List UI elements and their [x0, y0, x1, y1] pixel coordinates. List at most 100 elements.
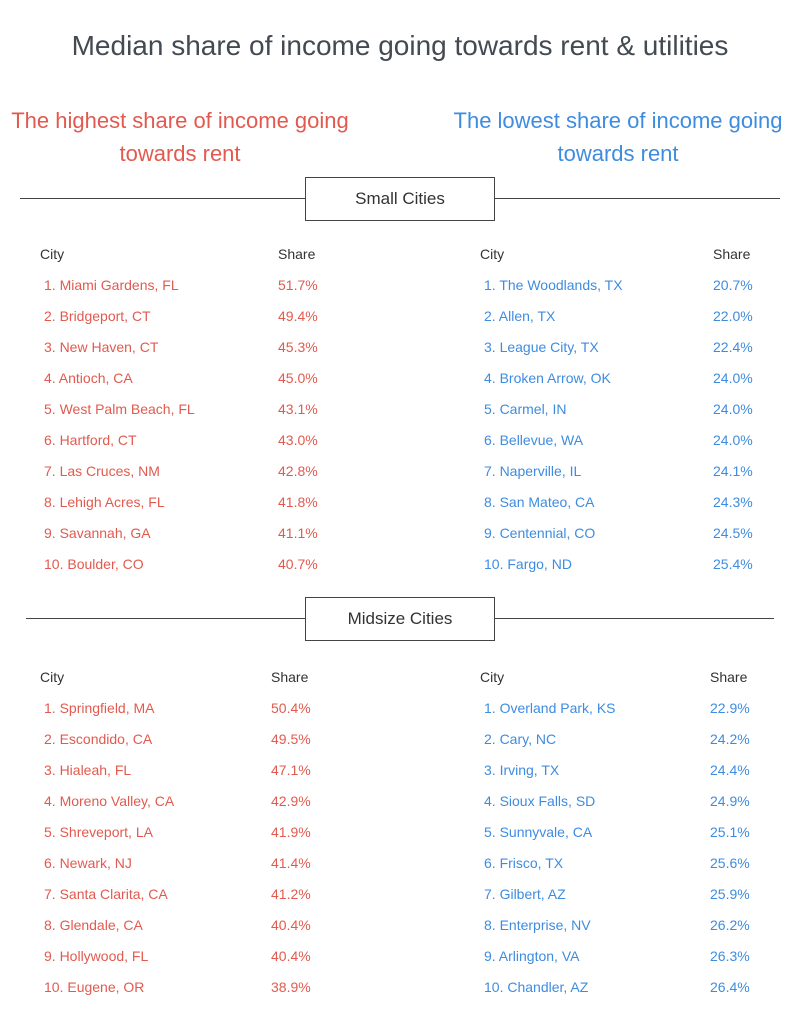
city-cell: 1. The Woodlands, TX: [484, 276, 623, 293]
table-row: 4. Broken Arrow, OK 24.0%: [480, 362, 770, 393]
city-cell: 4. Moreno Valley, CA: [44, 792, 175, 809]
share-cell: 40.4%: [271, 947, 311, 964]
city-cell: 8. San Mateo, CA: [484, 493, 595, 510]
city-cell: 7. Las Cruces, NM: [44, 462, 160, 479]
city-cell: 5. Carmel, IN: [484, 400, 567, 417]
section-divider-right: [494, 618, 774, 619]
city-cell: 1. Springfield, MA: [44, 699, 155, 716]
table-row: 5. Sunnyvale, CA 25.1%: [480, 816, 770, 847]
section-divider-left: [20, 198, 306, 199]
city-cell: 4. Broken Arrow, OK: [484, 369, 611, 386]
share-cell: 42.9%: [271, 792, 311, 809]
city-cell: 3. Irving, TX: [484, 761, 560, 778]
table-row: 6. Hartford, CT 43.0%: [40, 424, 340, 455]
city-cell: 9. Savannah, GA: [44, 524, 151, 541]
share-cell: 38.9%: [271, 978, 311, 995]
share-cell: 50.4%: [271, 699, 311, 716]
table-row: 8. San Mateo, CA 24.3%: [480, 486, 770, 517]
share-cell: 41.4%: [271, 854, 311, 871]
city-cell: 2. Escondido, CA: [44, 730, 153, 747]
share-cell: 24.5%: [713, 524, 753, 541]
share-cell: 24.9%: [710, 792, 750, 809]
share-header: Share: [710, 668, 748, 685]
share-cell: 24.4%: [710, 761, 750, 778]
city-cell: 3. New Haven, CT: [44, 338, 159, 355]
city-cell: 7. Naperville, IL: [484, 462, 582, 479]
city-cell: 2. Cary, NC: [484, 730, 557, 747]
city-cell: 7. Santa Clarita, CA: [44, 885, 168, 902]
city-cell: 9. Arlington, VA: [484, 947, 580, 964]
city-header: City: [480, 245, 505, 262]
share-header: Share: [278, 245, 316, 262]
share-cell: 25.4%: [713, 555, 753, 572]
city-cell: 2. Bridgeport, CT: [44, 307, 151, 324]
share-cell: 24.3%: [713, 493, 753, 510]
page-title: Median share of income going towards ren…: [71, 30, 729, 61]
table-row: 5. West Palm Beach, FL 43.1%: [40, 393, 340, 424]
share-cell: 42.8%: [278, 462, 318, 479]
city-cell: 3. Hialeah, FL: [44, 761, 132, 778]
table-row: 8. Glendale, CA 40.4%: [40, 909, 340, 940]
share-cell: 25.6%: [710, 854, 750, 871]
share-cell: 26.3%: [710, 947, 750, 964]
share-cell: 24.1%: [713, 462, 753, 479]
midsize-cities-highest-table: City Share 1. Springfield, MA 50.4% 2. Esc…: [40, 661, 340, 1002]
city-cell: 6. Hartford, CT: [44, 431, 137, 448]
midsize-cities-lowest-table: City Share 1. Overland Park, KS 22.9% 2. C…: [480, 661, 770, 1002]
share-cell: 41.9%: [271, 823, 311, 840]
table-row: 2. Cary, NC 24.2%: [480, 723, 770, 754]
city-cell: 8. Lehigh Acres, FL: [44, 493, 165, 510]
share-cell: 22.9%: [710, 699, 750, 716]
table-row: 1. Springfield, MA 50.4%: [40, 692, 340, 723]
table-row: 3. Hialeah, FL 47.1%: [40, 754, 340, 785]
city-cell: 1. Overland Park, KS: [484, 699, 616, 716]
city-cell: 8. Enterprise, NV: [484, 916, 591, 933]
table-row: 1. Miami Gardens, FL 51.7%: [40, 269, 340, 300]
table-row: 6. Bellevue, WA 24.0%: [480, 424, 770, 455]
table-row: 7. Santa Clarita, CA 41.2%: [40, 878, 340, 909]
share-cell: 41.2%: [271, 885, 311, 902]
share-cell: 45.3%: [278, 338, 318, 355]
small-cities-lowest-table: City Share 1. The Woodlands, TX 20.7% 2. A…: [480, 238, 770, 579]
city-cell: 8. Glendale, CA: [44, 916, 143, 933]
table-row: 6. Frisco, TX 25.6%: [480, 847, 770, 878]
share-cell: 45.0%: [278, 369, 318, 386]
small-cities-highest-table: City Share 1. Miami Gardens, FL 51.7% 2. B…: [40, 238, 340, 579]
table-row: 7. Las Cruces, NM 42.8%: [40, 455, 340, 486]
share-cell: 26.4%: [710, 978, 750, 995]
table-row: 10. Chandler, AZ 26.4%: [480, 971, 770, 1002]
table-row: 9. Arlington, VA 26.3%: [480, 940, 770, 971]
table-row: 10. Fargo, ND 25.4%: [480, 548, 770, 579]
city-cell: 3. League City, TX: [484, 338, 599, 355]
table-row: 9. Centennial, CO 24.5%: [480, 517, 770, 548]
city-cell: 10. Fargo, ND: [484, 555, 572, 572]
city-cell: 7. Gilbert, AZ: [484, 885, 566, 902]
city-cell: 1. Miami Gardens, FL: [44, 276, 179, 293]
table-row: 6. Newark, NJ 41.4%: [40, 847, 340, 878]
city-cell: 9. Hollywood, FL: [44, 947, 149, 964]
share-cell: 24.0%: [713, 431, 753, 448]
share-cell: 26.2%: [710, 916, 750, 933]
share-cell: 43.0%: [278, 431, 318, 448]
share-cell: 49.4%: [278, 307, 318, 324]
table-row: 1. Overland Park, KS 22.9%: [480, 692, 770, 723]
city-cell: 9. Centennial, CO: [484, 524, 596, 541]
city-cell: 2. Allen, TX: [484, 307, 556, 324]
city-cell: 6. Bellevue, WA: [484, 431, 584, 448]
table-row: 9. Hollywood, FL 40.4%: [40, 940, 340, 971]
share-cell: 22.4%: [713, 338, 753, 355]
table-row: 10. Boulder, CO 40.7%: [40, 548, 340, 579]
table-row: 9. Savannah, GA 41.1%: [40, 517, 340, 548]
table-row: 8. Enterprise, NV 26.2%: [480, 909, 770, 940]
share-cell: 24.0%: [713, 400, 753, 417]
share-cell: 41.1%: [278, 524, 318, 541]
table-row: 5. Shreveport, LA 41.9%: [40, 816, 340, 847]
city-cell: 4. Sioux Falls, SD: [484, 792, 596, 809]
share-cell: 24.0%: [713, 369, 753, 386]
table-row: 7. Gilbert, AZ 25.9%: [480, 878, 770, 909]
city-cell: 5. West Palm Beach, FL: [44, 400, 195, 417]
share-header: Share: [271, 668, 309, 685]
section-divider-right: [494, 198, 780, 199]
table-row: 2. Bridgeport, CT 49.4%: [40, 300, 340, 331]
share-cell: 40.7%: [278, 555, 318, 572]
